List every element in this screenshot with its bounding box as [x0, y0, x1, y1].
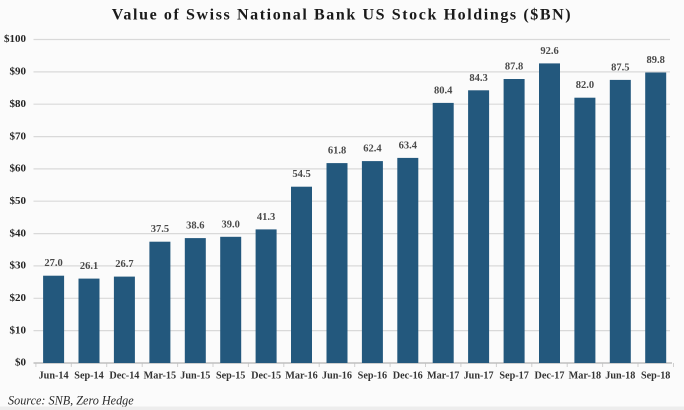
svg-text:$30: $30 — [10, 260, 27, 272]
svg-text:Value of Swiss National Bank U: Value of Swiss National Bank US Stock Ho… — [112, 7, 572, 24]
svg-text:$40: $40 — [10, 227, 27, 239]
svg-text:Jun-14: Jun-14 — [39, 370, 69, 381]
svg-text:Sep-14: Sep-14 — [74, 370, 103, 381]
svg-text:Mar-17: Mar-17 — [427, 370, 459, 381]
svg-text:Sep-16: Sep-16 — [358, 370, 387, 381]
svg-text:Jun-16: Jun-16 — [322, 370, 352, 381]
svg-text:26.7: 26.7 — [115, 259, 133, 270]
svg-text:Sep-15: Sep-15 — [216, 370, 245, 381]
svg-text:$10: $10 — [10, 324, 27, 336]
svg-text:Dec-15: Dec-15 — [251, 370, 281, 381]
svg-text:$50: $50 — [10, 195, 27, 207]
svg-text:41.3: 41.3 — [257, 212, 275, 223]
svg-text:26.1: 26.1 — [80, 261, 98, 272]
svg-text:Mar-18: Mar-18 — [569, 370, 601, 381]
svg-text:82.0: 82.0 — [576, 80, 594, 91]
svg-text:$60: $60 — [10, 163, 27, 175]
svg-text:Mar-16: Mar-16 — [285, 370, 317, 381]
svg-text:63.4: 63.4 — [399, 140, 418, 151]
svg-text:Jun-17: Jun-17 — [464, 370, 494, 381]
svg-text:Source: SNB, Zero Hedge: Source: SNB, Zero Hedge — [8, 394, 134, 408]
svg-text:37.5: 37.5 — [151, 224, 169, 235]
svg-text:Mar-15: Mar-15 — [144, 370, 176, 381]
svg-text:$0: $0 — [15, 357, 27, 369]
svg-text:62.4: 62.4 — [363, 144, 382, 155]
svg-text:54.5: 54.5 — [292, 169, 310, 180]
svg-text:Sep-17: Sep-17 — [499, 370, 528, 381]
svg-text:84.3: 84.3 — [469, 73, 487, 84]
svg-text:80.4: 80.4 — [434, 85, 453, 96]
svg-text:Dec-16: Dec-16 — [393, 370, 423, 381]
svg-text:27.0: 27.0 — [44, 258, 62, 269]
svg-text:92.6: 92.6 — [540, 46, 558, 57]
svg-text:39.0: 39.0 — [222, 219, 240, 230]
svg-text:$100: $100 — [4, 33, 27, 45]
svg-text:87.5: 87.5 — [611, 62, 629, 73]
svg-text:$20: $20 — [10, 292, 27, 304]
svg-text:$90: $90 — [10, 66, 27, 78]
svg-text:Dec-14: Dec-14 — [109, 370, 139, 381]
svg-text:61.8: 61.8 — [328, 146, 346, 157]
svg-text:Jun-18: Jun-18 — [605, 370, 635, 381]
svg-text:38.6: 38.6 — [186, 221, 204, 232]
svg-text:Sep-18: Sep-18 — [641, 370, 670, 381]
svg-text:87.8: 87.8 — [505, 62, 523, 73]
svg-text:Dec-17: Dec-17 — [535, 370, 565, 381]
svg-text:$70: $70 — [10, 130, 27, 142]
svg-text:Jun-15: Jun-15 — [180, 370, 210, 381]
svg-text:$80: $80 — [10, 98, 27, 110]
svg-text:89.8: 89.8 — [647, 55, 665, 66]
